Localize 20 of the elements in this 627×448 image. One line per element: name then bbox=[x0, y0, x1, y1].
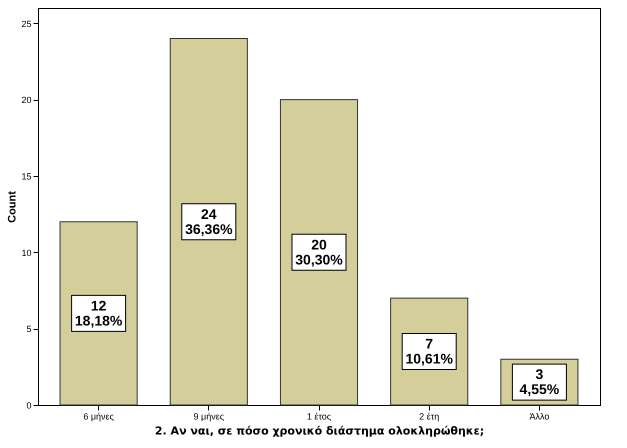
y-axis-title: Count bbox=[6, 190, 18, 223]
x-tick-label: 2 έτη bbox=[419, 412, 440, 422]
data-label: 20 30,30% bbox=[295, 236, 344, 268]
x-axis-title: 2. Αν ναι, σε πόσο χρονικό διάστημα ολοκληρώθηκε; bbox=[154, 424, 484, 438]
y-tick-label: 15 bbox=[21, 171, 32, 182]
y-tick-label: 25 bbox=[21, 18, 32, 29]
x-tick-label: Άλλο bbox=[529, 412, 550, 422]
y-tick-label: 10 bbox=[21, 248, 32, 258]
data-label: 12 18,18% bbox=[74, 297, 123, 328]
y-tick-label: 20 bbox=[21, 95, 32, 106]
x-tick-label: 9 μήνες bbox=[194, 412, 225, 422]
bar bbox=[280, 99, 358, 406]
data-label: 3 4,55% bbox=[520, 366, 560, 398]
y-tick-label: 0 bbox=[26, 400, 32, 410]
bar bbox=[170, 38, 248, 406]
data-label: 24 36,36% bbox=[185, 206, 234, 237]
x-tick-label: 1 έτος bbox=[306, 412, 332, 422]
x-tick-label: 6 μήνες bbox=[83, 412, 115, 422]
y-tick-label: 5 bbox=[26, 324, 32, 334]
data-label: 7 10,61% bbox=[405, 336, 454, 367]
